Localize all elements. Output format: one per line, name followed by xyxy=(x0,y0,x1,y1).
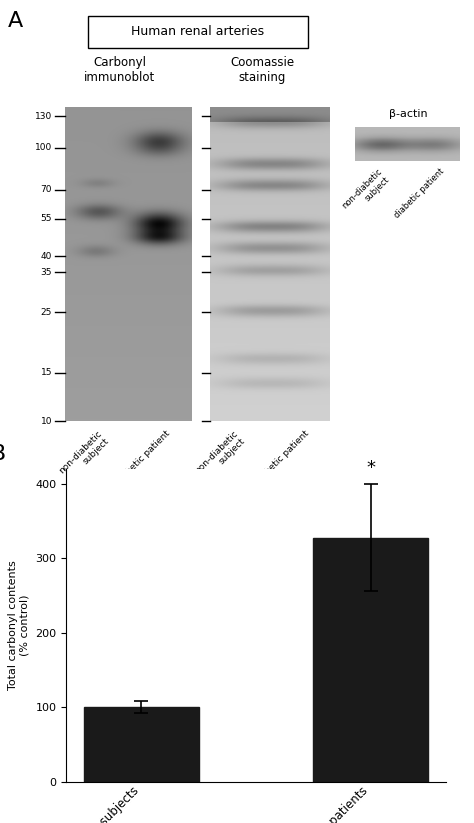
Text: 70: 70 xyxy=(40,185,52,194)
Text: 35: 35 xyxy=(40,267,52,277)
Text: Carbonyl
immunoblot: Carbonyl immunoblot xyxy=(84,56,155,84)
Text: non-diabetic
subject: non-diabetic subject xyxy=(341,167,392,218)
Text: diabetic patient: diabetic patient xyxy=(393,167,447,221)
Bar xyxy=(83,708,199,782)
Text: Human renal arteries: Human renal arteries xyxy=(131,26,264,38)
Text: 55: 55 xyxy=(40,214,52,223)
Text: 15: 15 xyxy=(40,369,52,378)
Text: 25: 25 xyxy=(41,308,52,317)
Bar xyxy=(313,537,428,782)
Text: β-actin: β-actin xyxy=(389,109,428,119)
Text: *: * xyxy=(366,458,375,477)
Text: 130: 130 xyxy=(35,112,52,121)
Y-axis label: Total carbonyl contents
(% control): Total carbonyl contents (% control) xyxy=(9,560,30,690)
Text: non-diabetic
subject: non-diabetic subject xyxy=(193,429,247,482)
Text: non-diabetic
subject: non-diabetic subject xyxy=(57,429,111,482)
Bar xyxy=(88,16,308,48)
Text: diabetic patient: diabetic patient xyxy=(114,429,172,486)
Text: A: A xyxy=(8,11,23,30)
Text: diabetic patient: diabetic patient xyxy=(253,429,310,486)
Text: 100: 100 xyxy=(35,143,52,152)
Text: 40: 40 xyxy=(41,252,52,261)
Text: B: B xyxy=(0,444,6,464)
Text: 10: 10 xyxy=(40,416,52,425)
Text: Coomassie
staining: Coomassie staining xyxy=(230,56,294,84)
